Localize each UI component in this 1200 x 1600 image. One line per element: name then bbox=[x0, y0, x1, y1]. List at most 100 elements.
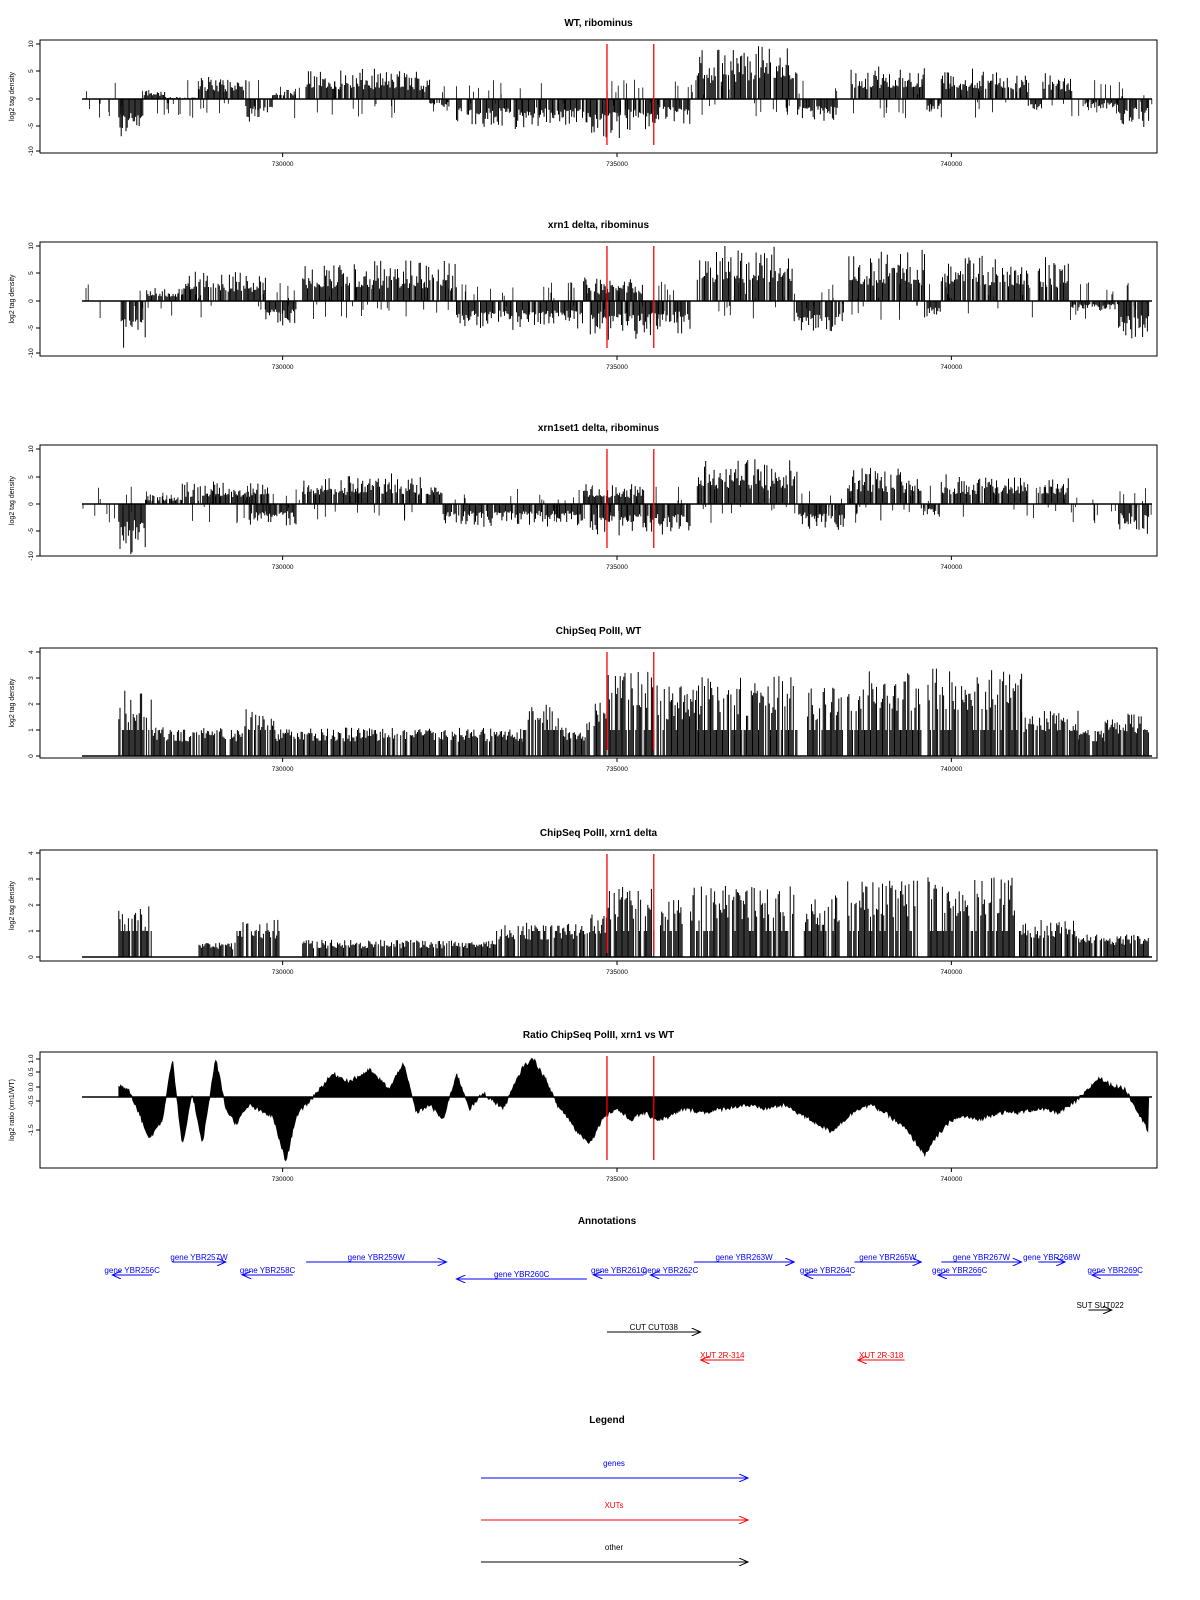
y-axis-label: log2 tag density bbox=[9, 880, 16, 930]
annotation-feature: gene YBR269C bbox=[1087, 1266, 1143, 1275]
signal-bars bbox=[927, 668, 1023, 756]
signal-bars bbox=[225, 272, 266, 301]
y-axis-label: log2 tag density bbox=[9, 274, 16, 324]
annotation-feature: gene YBR266C bbox=[932, 1266, 988, 1275]
x-tick-label: 740000 bbox=[941, 564, 963, 571]
signal-bars bbox=[850, 66, 925, 99]
legend-label: other bbox=[605, 1543, 624, 1552]
signal-bars bbox=[586, 702, 607, 756]
feature-label: gene YBR260C bbox=[494, 1270, 550, 1279]
x-tick-label: 735000 bbox=[606, 969, 628, 976]
signal-bars bbox=[496, 922, 584, 957]
y-tick-label: 0 bbox=[28, 97, 35, 101]
signal-bars bbox=[1021, 710, 1079, 756]
signal-bars bbox=[522, 704, 564, 756]
plot-frame bbox=[39, 647, 1158, 759]
signal-bars bbox=[146, 288, 186, 301]
annotation-feature: gene YBR265W bbox=[854, 1253, 921, 1262]
signal-bars bbox=[265, 301, 297, 326]
y-tick-label: 10 bbox=[28, 40, 35, 48]
signal-bars bbox=[563, 727, 586, 756]
series-data bbox=[85, 246, 1150, 348]
signal-bars bbox=[151, 727, 243, 756]
signal-bars bbox=[940, 255, 1029, 301]
feature-label: gene YBR264C bbox=[800, 1266, 856, 1275]
track-panel-6: Ratio ChipSeq PolII, xrn1 vs WT 1.0 0.5 0.0… bbox=[9, 1030, 1158, 1183]
signal-bars bbox=[118, 690, 152, 756]
signal-bars bbox=[118, 906, 152, 957]
feature-label: gene YBR263W bbox=[715, 1253, 773, 1262]
signal-bars bbox=[456, 301, 583, 330]
legend-entry: genes bbox=[481, 1459, 748, 1478]
signal-bars bbox=[1118, 99, 1150, 127]
signal-bars bbox=[589, 504, 651, 536]
signal-bars bbox=[248, 504, 297, 526]
legend-panel: Legend genes XUTs other bbox=[481, 1415, 748, 1562]
feature-label: gene YBR258C bbox=[240, 1266, 296, 1275]
signal-bars bbox=[1037, 257, 1069, 301]
signal-bars bbox=[606, 887, 655, 957]
feature-label: gene YBR265W bbox=[859, 1253, 917, 1262]
y-tick-label: 1 bbox=[28, 728, 35, 732]
signal-bars bbox=[143, 90, 166, 99]
y-tick-label: 0 bbox=[28, 299, 35, 303]
annotation-feature: SUT SUT022 bbox=[1076, 1301, 1124, 1310]
y-tick-label: 0 bbox=[28, 502, 35, 506]
y-tick-label: 1.0 bbox=[28, 1054, 35, 1063]
signal-bars bbox=[649, 301, 691, 336]
signal-bars bbox=[940, 474, 1029, 504]
panel-title: WT, ribominus bbox=[564, 18, 633, 29]
y-tick-label: -5 bbox=[28, 123, 35, 129]
signal-bars bbox=[583, 277, 643, 301]
feature-label: gene YBR261C bbox=[591, 1266, 647, 1275]
annotation-feature: gene YBR263W bbox=[693, 1253, 794, 1262]
signal-bars bbox=[797, 99, 838, 121]
signal-bars bbox=[305, 68, 431, 99]
y-tick-label: -1.5 bbox=[28, 1124, 35, 1136]
signal-bars bbox=[1042, 73, 1073, 99]
x-tick-label: 730000 bbox=[272, 364, 294, 371]
x-tick-label: 735000 bbox=[606, 766, 628, 773]
signal-bars bbox=[1118, 301, 1150, 339]
signal-bars bbox=[272, 89, 296, 99]
x-tick-label: 735000 bbox=[606, 1176, 628, 1183]
signal-bars bbox=[181, 481, 230, 504]
x-tick-label: 740000 bbox=[941, 766, 963, 773]
x-tick-label: 735000 bbox=[606, 564, 628, 571]
feature-label: gene YBR269C bbox=[1087, 1266, 1143, 1275]
signal-bars bbox=[120, 301, 146, 348]
signal-bars bbox=[245, 99, 273, 122]
signal-bars bbox=[302, 939, 497, 957]
annotation-feature: gene YBR257W bbox=[170, 1253, 228, 1262]
signal-bars bbox=[1037, 478, 1069, 504]
signal-bars bbox=[228, 483, 270, 504]
series-data bbox=[86, 46, 1153, 138]
y-tick-label: 2 bbox=[28, 903, 35, 907]
signal-bars bbox=[696, 676, 798, 756]
feature-label: gene YBR256C bbox=[104, 1266, 160, 1275]
x-tick-label: 740000 bbox=[941, 1176, 963, 1183]
signal-bars bbox=[847, 671, 922, 756]
x-tick-label: 730000 bbox=[272, 969, 294, 976]
y-tick-label: 4 bbox=[28, 650, 35, 654]
signal-noise bbox=[86, 79, 1153, 119]
annotation-feature: XUT 2R-318 bbox=[858, 1351, 905, 1360]
annotation-feature: XUT 2R-314 bbox=[700, 1351, 745, 1360]
feature-label: gene YBR268W bbox=[1023, 1253, 1081, 1262]
y-tick-label: 0 bbox=[28, 955, 35, 959]
signal-bars bbox=[275, 727, 524, 756]
y-tick-label: -5 bbox=[28, 325, 35, 331]
annotation-feature: gene YBR267W bbox=[941, 1253, 1021, 1262]
signal-bars bbox=[619, 99, 654, 130]
signal-bars bbox=[1118, 504, 1150, 534]
series-data bbox=[118, 1057, 1150, 1162]
signal-bars bbox=[456, 99, 587, 129]
signal-bars bbox=[656, 685, 698, 756]
y-axis-label: log2 tag density bbox=[9, 475, 16, 525]
legend-entry: other bbox=[481, 1543, 748, 1562]
signal-bars bbox=[118, 99, 144, 137]
signal-bars bbox=[660, 900, 683, 957]
y-tick-label: 0.0 bbox=[28, 1082, 35, 1091]
signal-bars bbox=[586, 99, 620, 138]
